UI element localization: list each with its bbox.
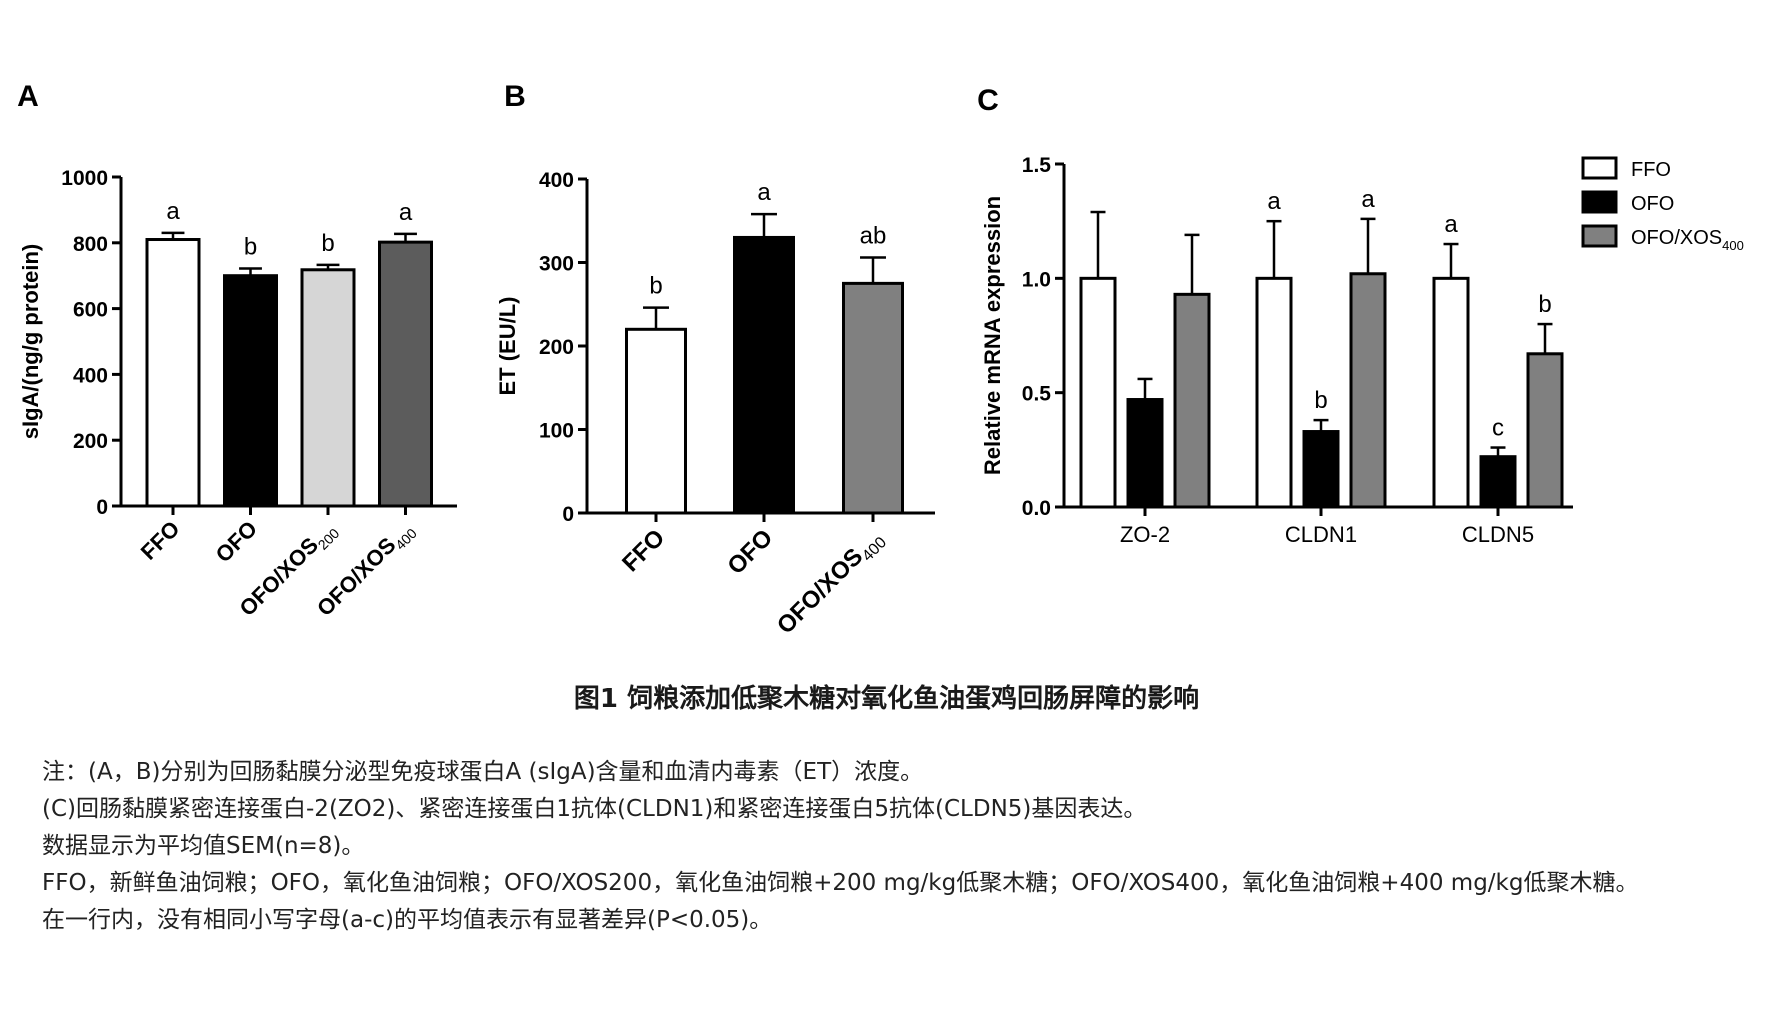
bar — [1079, 276, 1117, 509]
y-axis-label: Relative mRNA expression — [980, 196, 1005, 475]
note-line: FFO，新鲜鱼油饲粮；OFO，氧化鱼油饲粮；OFO/XOS200，氧化鱼油饲粮+… — [42, 870, 1639, 896]
note-line: (C)回肠黏膜紧密连接蛋白-2(ZO2)、紧密连接蛋白1抗体(CLDN1)和紧密… — [42, 796, 1147, 822]
chart-panel-a: 0 200 400 600 800 1000 sIgA/(ng/g protein) a FFO… — [18, 167, 457, 621]
significance-letter: a — [1267, 188, 1281, 215]
legend-swatch — [1581, 156, 1618, 180]
x-tick-label: OFO — [211, 516, 262, 567]
figure-notes: 注：(A，B)分别为回肠黏膜分泌型免疫球蛋白A (sIgA)含量和血清内毒素（E… — [42, 754, 1742, 939]
y-tick-label: 400 — [73, 364, 108, 387]
panel-letter: B — [504, 80, 526, 113]
y-tick-label: 0 — [96, 496, 108, 519]
chart-panel-b: 0 100 200 300 400 ET (EU/L) b FFO a OFO ab OFO/XOS4… — [495, 169, 935, 642]
legend-label: OFO — [1631, 193, 1674, 215]
y-tick-label: 0 — [562, 503, 574, 526]
panel-letter: C — [977, 84, 999, 117]
note-line: 数据显示为平均值SEM(n=8)。 — [42, 833, 365, 859]
y-tick-label: 1.5 — [1022, 154, 1052, 177]
significance-letter: b — [321, 230, 334, 257]
bar — [842, 281, 904, 515]
significance-letter: c — [1492, 415, 1504, 442]
x-tick-label: CLDN1 — [1285, 522, 1357, 547]
significance-letter: b — [1314, 387, 1327, 414]
significance-letter: a — [1444, 211, 1458, 238]
x-tick-label: OFO — [722, 524, 778, 580]
y-tick-label: 300 — [539, 253, 574, 276]
y-tick-label: 1.0 — [1022, 268, 1051, 291]
bar — [1526, 352, 1564, 509]
bar — [1126, 398, 1164, 509]
panel-letter: A — [17, 80, 39, 113]
bar — [1432, 276, 1470, 509]
y-tick-label: 1000 — [61, 167, 108, 190]
y-tick-label: 0.0 — [1022, 497, 1051, 520]
x-tick-label: FFO — [617, 524, 670, 577]
bar — [145, 238, 201, 508]
y-tick-label: 200 — [539, 336, 574, 359]
significance-letter: a — [399, 199, 413, 226]
bar — [1255, 276, 1293, 509]
y-tick-label: 200 — [73, 430, 108, 453]
legend-label: OFO/XOS400 — [1631, 227, 1744, 253]
bar — [1349, 272, 1387, 509]
y-tick-label: 0.5 — [1022, 383, 1052, 406]
x-tick-label: OFO/XOS400 — [772, 524, 890, 642]
y-tick-label: 100 — [539, 420, 574, 443]
y-tick-label: 600 — [73, 299, 108, 322]
note-line: 注：(A，B)分别为回肠黏膜分泌型免疫球蛋白A (sIgA)含量和血清内毒素（E… — [42, 759, 924, 785]
legend-swatch — [1581, 224, 1618, 248]
bar — [625, 327, 687, 515]
significance-letter: a — [1361, 186, 1375, 213]
significance-letter: ab — [860, 222, 887, 249]
x-tick-label: CLDN5 — [1462, 522, 1534, 547]
significance-letter: b — [1538, 291, 1551, 318]
bar — [300, 268, 356, 508]
legend-label: FFO — [1631, 159, 1671, 181]
x-tick-label: FFO — [136, 516, 185, 565]
significance-letter: a — [757, 179, 771, 206]
bar — [223, 274, 278, 508]
significance-letter: b — [244, 233, 257, 260]
y-axis-label: sIgA/(ng/g protein) — [18, 244, 43, 440]
chart-panel-c: 0.0 0.5 1.0 1.5 Relative mRNA expression ZO-2… — [980, 154, 1744, 547]
bar — [1173, 292, 1211, 509]
significance-letter: b — [649, 273, 662, 300]
significance-letter: a — [166, 198, 180, 225]
x-tick-label: ZO-2 — [1120, 522, 1170, 547]
y-axis-label: ET (EU/L) — [495, 297, 520, 396]
bar — [1479, 455, 1517, 509]
legend-swatch — [1581, 190, 1618, 214]
y-tick-label: 400 — [539, 169, 574, 192]
bar — [733, 235, 795, 515]
y-tick-label: 800 — [73, 233, 108, 256]
note-line: 在一行内，没有相同小写字母(a-c)的平均值表示有显著差异(P<0.05)。 — [42, 907, 773, 933]
figure-caption: 图1 饲粮添加低聚木糖对氧化鱼油蛋鸡回肠屏障的影响 — [573, 684, 1200, 714]
bar — [378, 240, 433, 508]
bar — [1302, 430, 1340, 509]
